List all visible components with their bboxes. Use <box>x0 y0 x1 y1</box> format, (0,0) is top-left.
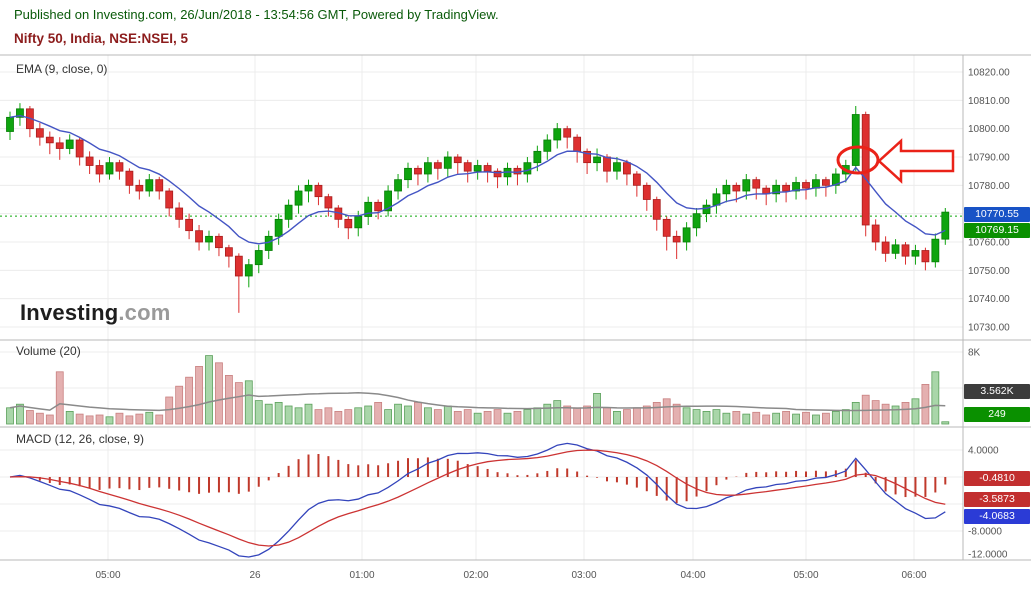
volume-series <box>6 355 950 425</box>
candlestick-series <box>6 103 950 313</box>
svg-text:10760.00: 10760.00 <box>968 237 1010 248</box>
volume-ma-line <box>9 392 946 412</box>
svg-text:10740.00: 10740.00 <box>968 294 1010 305</box>
svg-text:04:00: 04:00 <box>680 570 705 581</box>
svg-text:10810.00: 10810.00 <box>968 96 1010 107</box>
annotation-arrow <box>836 138 955 184</box>
svg-text:-12.0000: -12.0000 <box>968 550 1008 561</box>
svg-text:10750.00: 10750.00 <box>968 266 1010 277</box>
svg-text:10730.00: 10730.00 <box>968 322 1010 333</box>
last-price-badge: 10770.55 <box>964 207 1030 222</box>
logo-main: Investing <box>20 300 119 325</box>
volume-ma-badge: 3.562K <box>964 384 1030 399</box>
svg-text:10820.00: 10820.00 <box>968 68 1010 79</box>
svg-text:05:00: 05:00 <box>95 570 120 581</box>
macd-line <box>9 442 946 558</box>
macd-pane[interactable] <box>0 427 963 560</box>
svg-text:02:00: 02:00 <box>463 570 488 581</box>
svg-text:-8.0000: -8.0000 <box>968 527 1002 538</box>
macd-signal-badge: -3.5873 <box>964 492 1030 507</box>
svg-text:8K: 8K <box>968 348 981 359</box>
svg-text:05:00: 05:00 <box>793 570 818 581</box>
svg-text:10800.00: 10800.00 <box>968 124 1010 135</box>
prev-close-badge: 10769.15 <box>964 223 1030 238</box>
macd-indicator-label: MACD (12, 26, close, 9) <box>16 432 145 446</box>
logo-suffix: .com <box>118 300 171 325</box>
macd-histogram <box>18 453 947 504</box>
svg-text:01:00: 01:00 <box>349 570 374 581</box>
macd-signal-line <box>9 449 946 547</box>
ema-line <box>9 114 946 245</box>
right-axis-labels: 10820.00 10810.00 10800.00 10790.00 10780.00… <box>968 68 1010 561</box>
macd-line-badge: -4.0683 <box>964 509 1030 524</box>
svg-text:10790.00: 10790.00 <box>968 152 1010 163</box>
svg-text:4.0000: 4.0000 <box>968 446 999 457</box>
published-line: Published on Investing.com, 26/Jun/2018 … <box>14 7 499 22</box>
panel-borders <box>0 54 1031 561</box>
volume-indicator-label: Volume (20) <box>16 344 81 358</box>
grid-layer <box>0 55 963 560</box>
time-axis-labels: 05:00 26 01:00 02:00 03:00 04:00 05:00 06:00 <box>95 570 926 581</box>
time-axis[interactable] <box>0 560 963 590</box>
svg-text:03:00: 03:00 <box>571 570 596 581</box>
svg-text:26: 26 <box>249 570 261 581</box>
volume-pane[interactable] <box>0 340 963 427</box>
watermark-logo: Investing.com <box>20 300 171 326</box>
ema-indicator-label: EMA (9, close, 0) <box>16 62 108 76</box>
price-pane[interactable] <box>0 55 963 340</box>
svg-text:06:00: 06:00 <box>901 570 926 581</box>
instrument-title: Nifty 50, India, NSE:NSEI, 5 <box>14 31 189 46</box>
svg-text:10780.00: 10780.00 <box>968 181 1010 192</box>
volume-last-badge: 249 <box>964 407 1030 422</box>
macd-hist-badge: -0.4810 <box>964 471 1030 486</box>
